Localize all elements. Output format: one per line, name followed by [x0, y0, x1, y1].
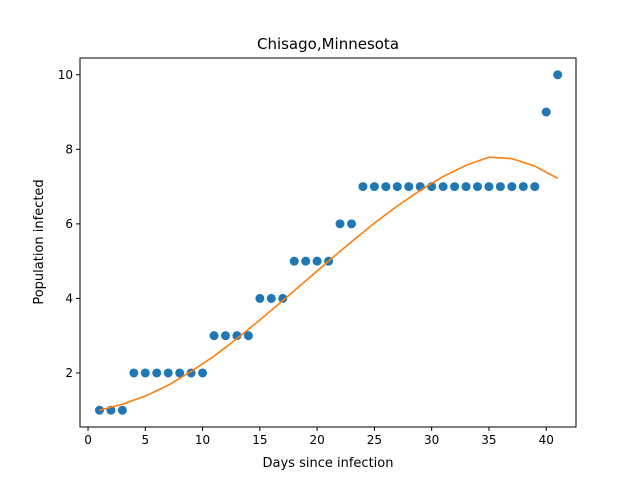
data-point	[163, 368, 173, 378]
data-point	[152, 368, 162, 378]
data-point	[381, 182, 391, 192]
data-point	[117, 405, 127, 415]
data-point	[369, 182, 379, 192]
chart-title: Chisago,Minnesota	[257, 35, 399, 53]
y-tick-label: 2	[65, 366, 73, 380]
data-point	[209, 331, 219, 341]
y-axis-ticks: 2 4 6 8 10	[58, 68, 80, 380]
data-point	[232, 331, 242, 341]
data-point	[289, 256, 299, 266]
data-point	[518, 182, 528, 192]
plot-marks	[94, 70, 563, 415]
data-point	[301, 256, 311, 266]
x-tick-label: 15	[252, 433, 267, 447]
x-tick-label: 0	[84, 433, 92, 447]
y-tick-label: 10	[58, 68, 73, 82]
data-point	[461, 182, 471, 192]
fit-line	[99, 156, 559, 412]
y-tick-label: 4	[65, 291, 73, 305]
data-point	[472, 182, 482, 192]
data-point	[140, 368, 150, 378]
data-point	[243, 331, 253, 341]
y-tick-label: 8	[65, 142, 73, 156]
x-tick-label: 35	[481, 433, 496, 447]
x-axis-label: Days since infection	[263, 456, 394, 471]
data-point	[438, 182, 448, 192]
data-point	[392, 182, 402, 192]
data-point	[198, 368, 208, 378]
data-point	[484, 182, 494, 192]
data-point	[220, 331, 230, 341]
plot-frame	[79, 57, 577, 428]
data-point	[129, 368, 139, 378]
x-tick-label: 5	[141, 433, 149, 447]
data-point	[346, 219, 356, 229]
data-point	[530, 182, 540, 192]
x-tick-label: 30	[424, 433, 439, 447]
data-point	[450, 182, 460, 192]
x-axis-ticks: 0 5 10 15 20 25 30 35 40	[84, 427, 554, 447]
x-tick-label: 20	[309, 433, 324, 447]
y-axis-label: Population infected	[32, 179, 47, 304]
data-point	[358, 182, 368, 192]
x-tick-label: 40	[539, 433, 554, 447]
x-tick-label: 10	[195, 433, 210, 447]
x-tick-label: 25	[367, 433, 382, 447]
data-point	[404, 182, 414, 192]
y-tick-label: 6	[65, 217, 73, 231]
data-point	[335, 219, 345, 229]
data-point	[495, 182, 505, 192]
data-point	[175, 368, 185, 378]
data-point	[312, 256, 322, 266]
data-point	[255, 293, 265, 303]
data-point	[541, 107, 551, 117]
data-point	[507, 182, 517, 192]
data-point	[266, 293, 276, 303]
data-point	[278, 293, 288, 303]
data-point	[553, 70, 563, 80]
